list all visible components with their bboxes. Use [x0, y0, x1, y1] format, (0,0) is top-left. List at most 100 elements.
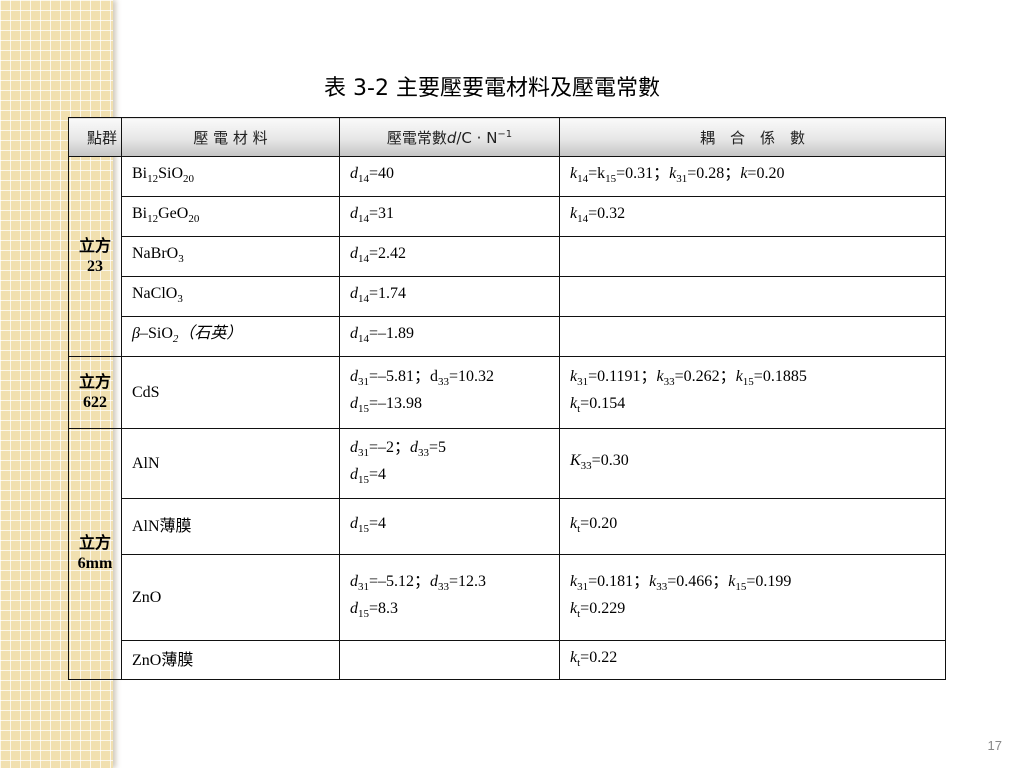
coupling-coefficient-cell: kt=0.22 — [559, 640, 946, 680]
text-segment: t — [577, 523, 581, 535]
cell-line: d31=–5.81；d33=10.32 — [350, 366, 549, 393]
text-segment: 15 — [358, 523, 369, 535]
table-row: ZnO薄膜 kt=0.22 — [69, 640, 946, 680]
text-segment: 2 — [172, 333, 179, 345]
cell-line: ZnO — [132, 587, 329, 608]
text-segment: AlN — [132, 455, 160, 472]
piezo-constant-cell: d14=2.42 — [339, 236, 560, 277]
text-segment: d — [350, 245, 358, 262]
coupling-coefficient-cell — [559, 316, 946, 357]
text-segment: d — [350, 465, 358, 483]
text-segment: t — [577, 656, 581, 669]
text-segment: =–13.98 — [369, 394, 423, 412]
text-segment: =0.20 — [580, 515, 618, 532]
text-segment: =–5.81；d — [369, 367, 439, 385]
header-piezo-constant: 壓電常數d/C · N−1 — [339, 117, 560, 157]
cell-line: d31=–2；d33=5 — [350, 437, 549, 464]
piezo-constant-cell: d14=31 — [339, 196, 560, 237]
text-segment: 12 — [147, 173, 159, 185]
coupling-coefficient-cell: K33=0.30 — [559, 428, 946, 499]
text-segment: 15 — [358, 473, 369, 486]
text-segment: 20 — [188, 213, 200, 225]
text-segment: k — [570, 205, 578, 222]
text-segment: =0.22 — [580, 648, 618, 666]
text-segment: k — [740, 165, 748, 182]
text-segment: NaClO — [132, 285, 178, 302]
text-segment: d — [350, 438, 358, 456]
text-segment: d — [410, 438, 419, 456]
coupling-coefficient-cell: kt=0.20 — [559, 498, 946, 555]
text-segment: d — [350, 325, 358, 342]
text-segment: 15 — [735, 580, 747, 593]
text-segment: 31 — [358, 446, 369, 459]
cell-line: Bi12SiO20 — [132, 163, 329, 190]
table-row: AlN薄膜 d15=4 kt=0.20 — [69, 498, 946, 555]
text-segment: 15 — [358, 607, 369, 620]
text-segment: k — [570, 572, 578, 590]
table-row: Bi12GeO20 d14=31 k14=0.32 — [69, 196, 946, 237]
text-segment: =0.20 — [747, 165, 785, 182]
text-segment: =0.1191； — [588, 367, 657, 385]
cell-line: d14=–1.89 — [350, 323, 549, 350]
text-segment: 33 — [663, 375, 675, 388]
text-segment: 14 — [577, 173, 589, 185]
text-segment: =0.229 — [580, 599, 626, 617]
cell-line: k31=0.1191；k33=0.262；k15=0.1885 — [570, 366, 935, 393]
text-segment: =–5.12； — [369, 572, 431, 590]
point-group-cell: 立方 6mm — [68, 428, 122, 680]
text-segment: −1 — [497, 128, 513, 140]
cell-line: NaClO3 — [132, 283, 329, 310]
cell-line: d15=4 — [350, 464, 549, 491]
text-segment: =1.74 — [369, 285, 407, 302]
text-segment: k — [735, 367, 743, 385]
text-segment: d — [350, 515, 358, 532]
text-segment: 3 — [177, 293, 183, 305]
text-segment: d — [350, 285, 358, 302]
text-segment: –SiO — [139, 325, 173, 342]
point-group-symbol: 23 — [87, 257, 103, 275]
slide-title-text: 表 3-2 主要壓要電材料及壓電常數 — [324, 76, 660, 101]
table-row: NaBrO3 d14=2.42 — [69, 236, 946, 277]
text-segment: =5 — [429, 438, 447, 456]
cell-line: AlN薄膜 — [132, 516, 329, 537]
text-segment: =0.154 — [580, 394, 626, 412]
text-segment: t — [577, 607, 581, 620]
header-material: 壓 電 材 料 — [121, 117, 340, 157]
text-segment: NaBrO — [132, 245, 179, 262]
text-segment: （石英） — [178, 325, 243, 342]
text-segment: =0.199 — [746, 572, 792, 590]
text-segment: 14 — [358, 333, 369, 345]
cell-line: ZnO薄膜 — [132, 650, 329, 671]
page-number: 17 — [987, 738, 1002, 753]
text-segment: k — [728, 572, 736, 590]
text-segment: 14 — [577, 213, 589, 225]
text-segment: 33 — [580, 460, 592, 472]
text-segment: ZnO薄膜 — [132, 651, 194, 669]
coupling-coefficient-cell — [559, 236, 946, 277]
text-segment: ZnO — [132, 589, 162, 606]
text-segment: 14 — [358, 173, 369, 185]
cell-line: d15=4 — [350, 513, 549, 540]
text-segment: 壓電常數 — [386, 128, 447, 147]
text-segment: =40 — [369, 165, 395, 182]
cell-line: kt=0.22 — [570, 647, 935, 674]
text-segment: 15 — [605, 173, 617, 185]
coupling-coefficient-cell: k31=0.1191；k33=0.262；k15=0.1885 kt=0.154 — [559, 356, 946, 429]
piezoelectric-materials-table: 點群 壓 電 材 料 壓電常數d/C · N−1 耦 合 係 數 立方 23 Bi1… — [68, 117, 946, 680]
text-segment: 15 — [742, 375, 754, 388]
text-segment: =0.30 — [591, 452, 629, 469]
text-segment: 31 — [358, 580, 369, 593]
text-segment: =0.32 — [588, 205, 626, 222]
text-segment: 33 — [438, 580, 450, 593]
text-segment: β — [132, 325, 140, 342]
piezo-constant-cell: d15=4 — [339, 498, 560, 555]
text-segment: d — [350, 394, 358, 412]
cell-line: K33=0.30 — [570, 450, 935, 477]
table-row: β–SiO2（石英） d14=–1.89 — [69, 316, 946, 357]
text-segment: GeO — [158, 205, 189, 222]
text-segment: CdS — [132, 384, 160, 401]
text-segment: =0.28； — [687, 165, 741, 182]
text-segment: 31 — [577, 580, 589, 593]
table-row: NaClO3 d14=1.74 — [69, 276, 946, 317]
text-segment: k — [649, 572, 657, 590]
